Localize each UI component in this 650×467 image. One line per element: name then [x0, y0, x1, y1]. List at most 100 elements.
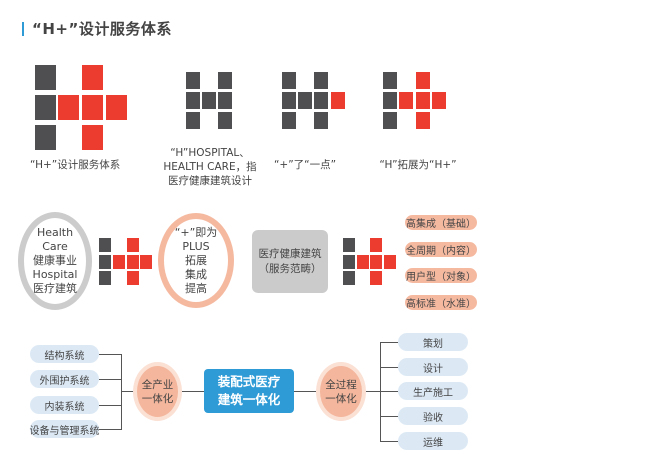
circle-text: PLUS: [182, 239, 210, 253]
center-text: 装配式医疗: [217, 374, 281, 389]
logo-caption-4: “H”拓展为“H+”: [370, 158, 466, 172]
central-concept-box: 装配式医疗 建筑一体化: [204, 369, 294, 413]
red-logo-block: [416, 72, 430, 89]
circle-text: 医疗建筑: [33, 282, 77, 295]
right-item-pill: 策划: [398, 333, 468, 351]
connector-line: [380, 367, 398, 368]
red-logo-block: [127, 238, 139, 252]
gray-logo-block: [186, 72, 200, 89]
gray-logo-block: [343, 271, 355, 285]
logo-caption-2: “H”HOSPITAL、 HEALTH CARE，指 医疗健康建筑设计: [160, 146, 260, 188]
red-logo-block: [399, 92, 413, 109]
right-item-pill: 验收: [398, 407, 468, 425]
left-item-pill: 设备与管理系统: [30, 420, 100, 438]
gray-logo-block: [314, 112, 328, 129]
red-logo-block: [82, 65, 103, 90]
attribute-pill: 全周期（内容）: [405, 242, 477, 257]
caption-line: “H”拓展为“H+”: [379, 159, 457, 171]
box-text: （服务范畴）: [258, 262, 322, 275]
hub-text: 一体化: [141, 392, 174, 405]
connector-line: [380, 342, 398, 343]
box-text: 医疗健康建筑: [258, 247, 322, 260]
gray-logo-block: [282, 72, 296, 89]
red-logo-block: [113, 255, 125, 269]
industry-integration-hub: 全产业 一体化: [137, 366, 178, 417]
gray-logo-block: [343, 238, 355, 252]
right-item-pill: 设计: [398, 358, 468, 376]
connector-line: [366, 391, 380, 392]
right-item-pill: 生产施工: [398, 382, 468, 400]
circle-text: Hospital: [32, 268, 78, 281]
caption-line: “H+”设计服务体系: [30, 159, 121, 171]
circle-text: 拓展: [185, 253, 207, 267]
page-title: “H+”设计服务体系: [32, 20, 172, 38]
gray-logo-block: [282, 92, 296, 109]
gray-logo-block: [314, 92, 328, 109]
red-logo-block: [82, 125, 103, 150]
health-care-circle: Health Care 健康事业 Hospital 医疗建筑: [18, 212, 92, 310]
gray-logo-block: [314, 72, 328, 89]
service-scope-box: 医疗健康建筑 （服务范畴）: [252, 230, 328, 293]
connector-line: [380, 391, 398, 392]
connector-line: [99, 354, 121, 355]
gray-logo-block: [282, 112, 296, 129]
connector-line: [99, 405, 121, 406]
right-item-pill: 运维: [398, 432, 468, 450]
caption-line: “+”了“一点”: [273, 159, 337, 171]
left-item-pill: 内装系统: [30, 396, 99, 414]
hub-text: 一体化: [325, 392, 357, 405]
gray-logo-block: [35, 125, 56, 150]
red-logo-block: [370, 238, 382, 252]
red-logo-block: [127, 271, 139, 285]
gray-logo-block: [383, 72, 397, 89]
gray-logo-block: [99, 271, 111, 285]
gray-logo-block: [218, 72, 232, 89]
gray-logo-block: [343, 255, 355, 269]
red-logo-block: [384, 255, 396, 269]
red-logo-block: [370, 271, 382, 285]
gray-logo-block: [186, 112, 200, 129]
red-logo-block: [127, 255, 139, 269]
connector-line: [121, 391, 137, 392]
connector-line: [182, 391, 204, 392]
left-item-pill: 结构系统: [30, 345, 99, 363]
gray-logo-block: [298, 92, 312, 109]
connector-line: [294, 391, 316, 392]
red-logo-block: [416, 112, 430, 129]
gray-logo-block: [218, 92, 232, 109]
plus-circle: “+”即为 PLUS 拓展 集成 提高: [158, 213, 234, 308]
connector-line: [99, 429, 121, 430]
title-accent-bar: [22, 22, 24, 36]
caption-line: HEALTH CARE，指: [163, 161, 257, 173]
connector-line: [99, 379, 121, 380]
circle-text: Health Care: [36, 226, 74, 253]
hub-text: 全产业: [141, 378, 174, 391]
red-logo-block: [370, 255, 382, 269]
connector-line: [380, 416, 398, 417]
red-logo-block: [82, 95, 103, 120]
gray-logo-block: [186, 92, 200, 109]
connector-line: [380, 441, 398, 442]
logo-caption-3: “+”了“一点”: [265, 158, 345, 172]
red-logo-block: [106, 95, 127, 120]
red-logo-block: [432, 92, 446, 109]
red-logo-block: [58, 95, 79, 120]
circle-text: 健康事业: [33, 254, 77, 267]
circle-text: “+”即为: [174, 225, 218, 239]
gray-logo-block: [218, 112, 232, 129]
attribute-pill: 用户型（对象）: [405, 268, 477, 283]
circle-text: 提高: [185, 281, 207, 295]
gray-logo-block: [202, 92, 216, 109]
gray-logo-block: [35, 95, 56, 120]
gray-logo-block: [383, 92, 397, 109]
process-integration-hub: 全过程 一体化: [320, 366, 362, 417]
attribute-pill: 高集成（基础）: [405, 215, 477, 230]
logo-caption-1: “H+”设计服务体系: [30, 158, 120, 172]
connector-line: [121, 354, 122, 430]
gray-logo-block: [35, 65, 56, 90]
red-logo-block: [416, 92, 430, 109]
red-logo-block: [357, 255, 369, 269]
caption-line: “H”HOSPITAL、: [170, 147, 250, 159]
red-logo-block: [140, 255, 152, 269]
left-item-pill: 外围护系统: [30, 370, 99, 388]
